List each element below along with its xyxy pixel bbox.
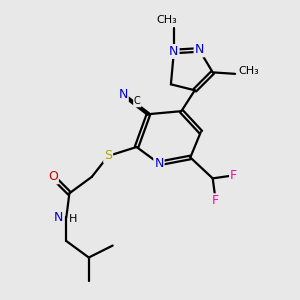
Text: N: N [169,45,178,58]
Text: N: N [154,157,164,170]
Text: N: N [195,44,204,56]
Text: CH₃: CH₃ [238,66,259,76]
Text: H: H [69,214,77,224]
Text: F: F [230,169,237,182]
Text: O: O [48,170,58,183]
Text: C: C [134,97,141,106]
Text: F: F [212,194,219,207]
Text: N: N [118,88,128,101]
Text: N: N [53,211,63,224]
Text: S: S [104,149,112,163]
Text: CH₃: CH₃ [156,15,177,25]
